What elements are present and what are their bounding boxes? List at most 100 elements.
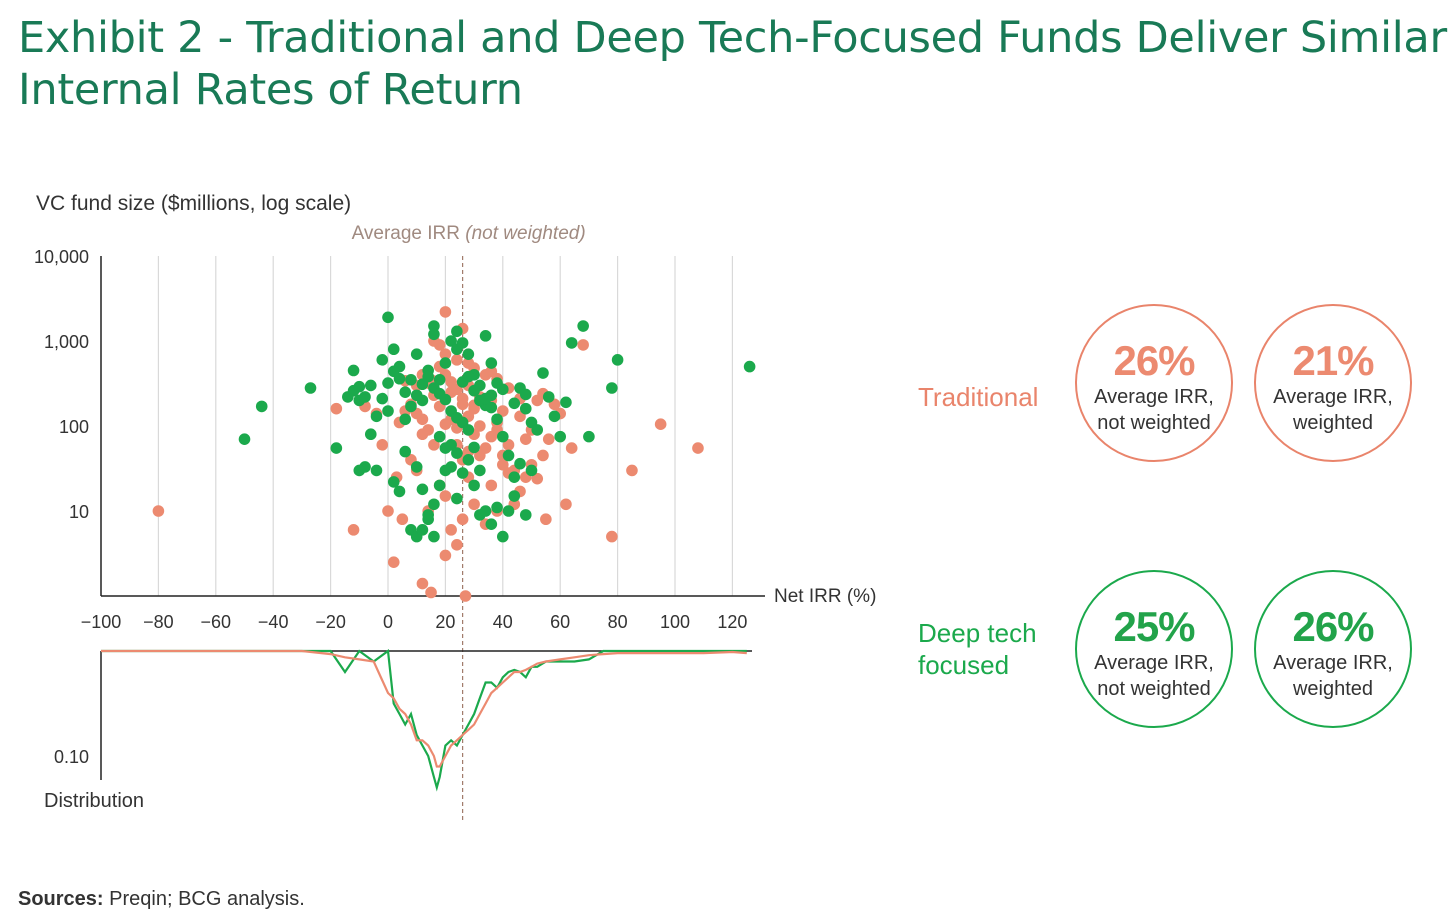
scatter-point-deep-tech bbox=[393, 372, 406, 385]
scatter-point-deep-tech bbox=[508, 397, 521, 410]
scatter-point-traditional bbox=[451, 539, 463, 551]
scatter-point-traditional bbox=[537, 449, 549, 462]
stat-value: 26% bbox=[1292, 603, 1374, 650]
scatter-point-deep-tech bbox=[462, 370, 475, 383]
scatter-point-deep-tech bbox=[433, 479, 446, 492]
y-tick-label: 10,000 bbox=[34, 247, 89, 267]
scatter-point-deep-tech bbox=[422, 509, 434, 521]
scatter-point-deep-tech bbox=[353, 464, 366, 477]
scatter-point-deep-tech bbox=[445, 335, 457, 347]
scatter-point-deep-tech bbox=[491, 501, 503, 514]
x-tick-label: 120 bbox=[717, 612, 747, 632]
x-tick-label: −60 bbox=[201, 612, 232, 632]
scatter-point-traditional bbox=[439, 490, 452, 502]
stat-label-line2: weighted bbox=[1292, 412, 1374, 434]
sources-note: Sources: Preqin; BCG analysis. bbox=[18, 888, 305, 911]
scatter-point-deep-tech bbox=[502, 505, 515, 517]
scatter-point-deep-tech bbox=[255, 400, 268, 413]
scatter-point-traditional bbox=[577, 339, 589, 351]
scatter-point-traditional bbox=[502, 439, 515, 451]
scatter-point-deep-tech bbox=[497, 430, 509, 443]
scatter-point-traditional bbox=[416, 577, 429, 590]
scatter-point-deep-tech bbox=[577, 320, 589, 332]
scatter-point-deep-tech bbox=[359, 391, 371, 403]
scatter-point-deep-tech bbox=[410, 461, 423, 473]
scatter-point-deep-tech bbox=[519, 388, 532, 401]
scatter-point-traditional bbox=[497, 405, 509, 417]
scatter-point-traditional bbox=[152, 505, 165, 517]
scatter-point-deep-tech bbox=[542, 391, 555, 403]
average-irr-label-note: (not weighted) bbox=[465, 223, 585, 244]
scatter-point-deep-tech bbox=[479, 392, 492, 405]
scatter-point-deep-tech bbox=[611, 354, 624, 366]
sources-text: Preqin; BCG analysis. bbox=[103, 888, 305, 910]
x-tick-label: −40 bbox=[258, 612, 289, 632]
scatter-point-deep-tech bbox=[531, 424, 544, 436]
x-tick-label: 0 bbox=[383, 612, 393, 632]
scatter-point-deep-tech bbox=[439, 393, 452, 406]
category-label-traditional: Traditional bbox=[918, 382, 1039, 412]
scatter-point-traditional bbox=[428, 439, 440, 451]
scatter-point-deep-tech bbox=[405, 400, 417, 413]
scatter-point-deep-tech bbox=[479, 330, 492, 342]
scatter-point-deep-tech bbox=[439, 357, 452, 369]
scatter-point-deep-tech bbox=[462, 348, 475, 360]
scatter-point-deep-tech bbox=[508, 471, 521, 483]
scatter-point-deep-tech bbox=[387, 476, 400, 488]
scatter-point-traditional bbox=[540, 513, 552, 526]
x-tick-label: −80 bbox=[143, 612, 174, 632]
scatter-point-traditional bbox=[382, 505, 394, 517]
scatter-point-deep-tech bbox=[548, 410, 561, 423]
scatter-point-deep-tech bbox=[497, 383, 509, 396]
stat-circle-traditional-unweighted: 26% Average IRR, not weighted bbox=[1075, 304, 1233, 462]
average-irr-label: Average IRR (not weighted) bbox=[352, 223, 586, 244]
category-label-deep-tech-line1: Deep tech bbox=[918, 618, 1037, 648]
scatter-point-deep-tech bbox=[353, 380, 366, 393]
scatter-point-deep-tech bbox=[554, 430, 566, 443]
y-tick-label: 100 bbox=[59, 417, 89, 437]
scatter-point-traditional bbox=[560, 498, 572, 511]
x-tick-label: 100 bbox=[660, 612, 690, 632]
scatter-point-deep-tech bbox=[462, 454, 475, 466]
x-tick-label: −100 bbox=[81, 612, 122, 632]
scatter-point-traditional bbox=[468, 498, 480, 511]
stat-label-line1: Average IRR, bbox=[1094, 652, 1214, 674]
scatter-point-deep-tech bbox=[491, 413, 503, 426]
scatter-point-deep-tech bbox=[382, 311, 394, 324]
scatter-point-deep-tech bbox=[399, 445, 412, 458]
scatter-point-traditional bbox=[445, 524, 457, 536]
scatter-point-deep-tech bbox=[433, 373, 446, 386]
scatter-point-deep-tech bbox=[238, 433, 251, 445]
scatter-point-traditional bbox=[439, 418, 452, 430]
scatter-point-deep-tech bbox=[514, 457, 526, 470]
x-tick-label: −20 bbox=[315, 612, 346, 632]
scatter-point-traditional bbox=[474, 420, 486, 432]
scatter-point-traditional bbox=[542, 433, 555, 445]
scatter-point-traditional bbox=[433, 339, 446, 351]
scatter-point-deep-tech bbox=[502, 449, 515, 462]
chart-title: Exhibit 2 - Traditional and Deep Tech-Fo… bbox=[18, 12, 1447, 116]
scatter-point-traditional bbox=[497, 458, 509, 471]
scatter-point-deep-tech bbox=[468, 479, 480, 492]
scatter-point-traditional bbox=[425, 586, 437, 599]
scatter-point-deep-tech bbox=[497, 530, 509, 543]
scatter-point-deep-tech bbox=[382, 377, 394, 389]
scatter-point-deep-tech bbox=[462, 424, 475, 436]
scatter-point-deep-tech bbox=[364, 379, 377, 392]
scatter-point-deep-tech bbox=[416, 524, 429, 536]
scatter-point-deep-tech bbox=[393, 485, 406, 498]
stat-label-line2: not weighted bbox=[1097, 678, 1211, 700]
scatter-point-deep-tech bbox=[405, 373, 417, 386]
scatter-point-traditional bbox=[459, 590, 472, 602]
stat-value: 21% bbox=[1292, 337, 1374, 384]
distribution-label: Distribution bbox=[44, 790, 144, 812]
scatter-point-traditional bbox=[456, 513, 469, 526]
scatter-point-deep-tech bbox=[370, 410, 383, 423]
scatter-point-deep-tech bbox=[508, 490, 521, 502]
scatter-point-traditional bbox=[387, 556, 400, 568]
scatter-point-deep-tech bbox=[428, 328, 440, 341]
scatter-point-traditional bbox=[422, 424, 434, 436]
distribution-line-traditional bbox=[101, 649, 747, 768]
scatter-point-deep-tech bbox=[519, 509, 532, 521]
scatter-point-deep-tech bbox=[376, 354, 389, 366]
